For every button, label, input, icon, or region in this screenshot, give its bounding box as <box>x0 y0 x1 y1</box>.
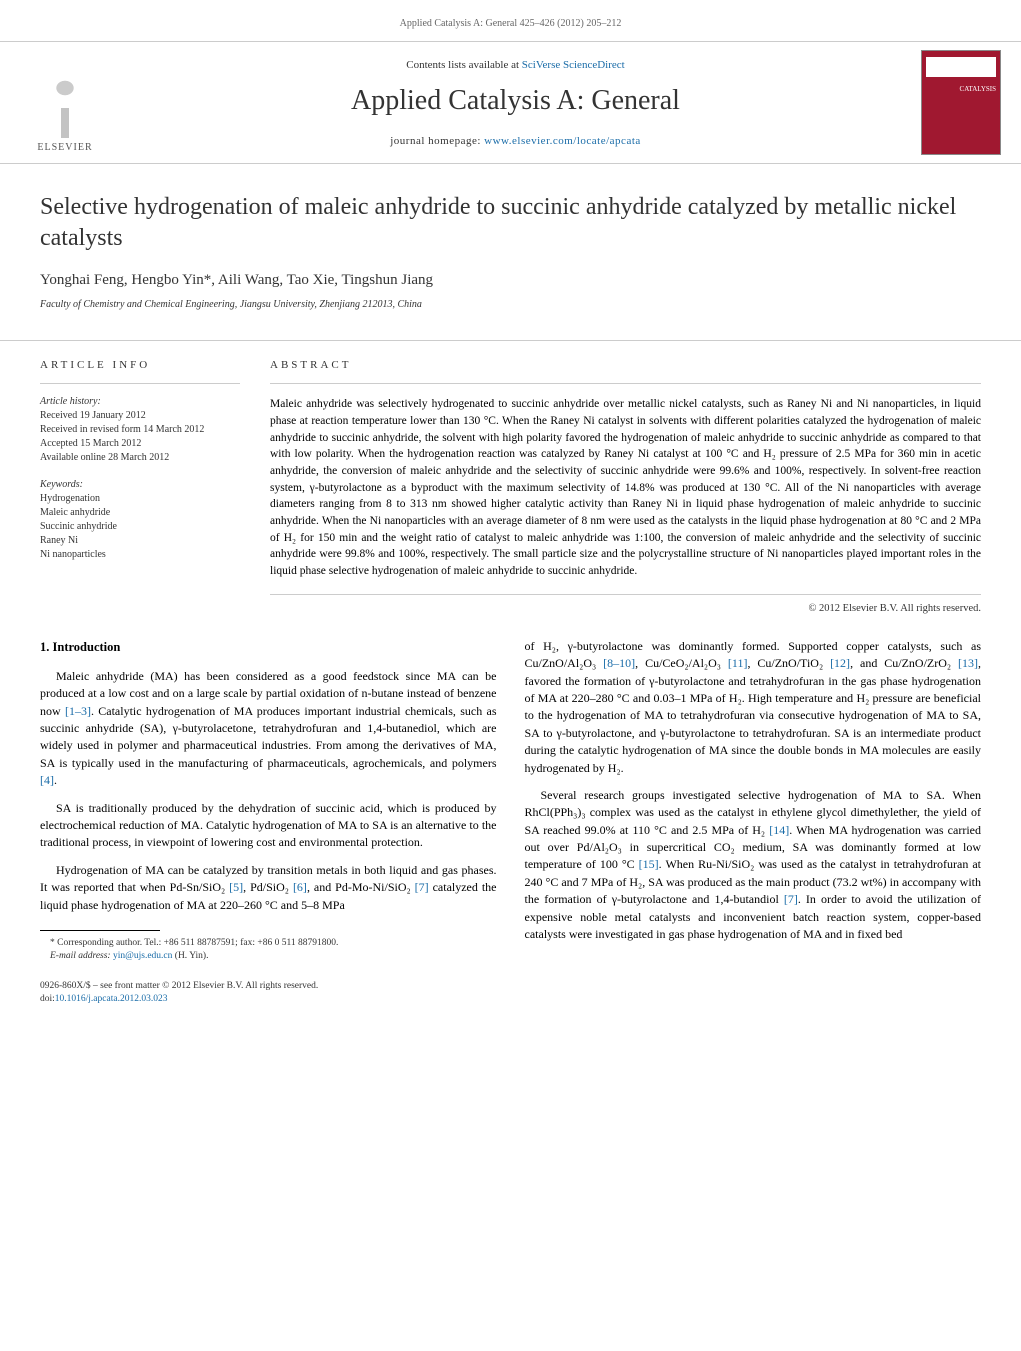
keywords-label: Keywords: <box>40 479 240 490</box>
doi-line: doi:10.1016/j.apcata.2012.03.023 <box>40 993 981 1006</box>
citation-link[interactable]: [15] <box>639 857 659 871</box>
abstract-heading: abstract <box>270 359 981 384</box>
history-line: Received in revised form 14 March 2012 <box>40 423 240 437</box>
journal-homepage-link[interactable]: www.elsevier.com/locate/apcata <box>484 135 641 147</box>
article-title: Selective hydrogenation of maleic anhydr… <box>40 192 981 254</box>
authors: Yonghai Feng, Hengbo Yin*, Aili Wang, Ta… <box>40 272 981 289</box>
elsevier-tree-icon <box>30 63 100 138</box>
corresponding-author-footnote: * Corresponding author. Tel.: +86 511 88… <box>40 937 497 950</box>
body-paragraph: Hydrogenation of MA can be catalyzed by … <box>40 862 497 914</box>
history-line: Available online 28 March 2012 <box>40 451 240 465</box>
column-right: of H₂, γ-butyrolactone was dominantly fo… <box>525 638 982 964</box>
history-line: Received 19 January 2012 <box>40 409 240 423</box>
journal-name: Applied Catalysis A: General <box>130 85 901 117</box>
email-footnote: E-mail address: yin@ujs.edu.cn (H. Yin). <box>40 950 497 963</box>
citation-link[interactable]: [14] <box>769 823 789 837</box>
article-history-block: Article history: Received 19 January 201… <box>40 396 240 465</box>
banner-center: Contents lists available at SciVerse Sci… <box>130 59 901 147</box>
citation-link[interactable]: [13] <box>958 656 978 670</box>
citation-link[interactable]: [8–10] <box>603 656 635 670</box>
history-line: Accepted 15 March 2012 <box>40 437 240 451</box>
affiliation: Faculty of Chemistry and Chemical Engine… <box>40 299 981 310</box>
publisher-name: ELSEVIER <box>37 142 92 153</box>
section-heading: 1. Introduction <box>40 638 497 656</box>
journal-homepage-line: journal homepage: www.elsevier.com/locat… <box>130 135 901 147</box>
contents-available-line: Contents lists available at SciVerse Sci… <box>130 59 901 71</box>
info-abstract-row: article info Article history: Received 1… <box>0 340 1021 613</box>
abstract-copyright: © 2012 Elsevier B.V. All rights reserved… <box>270 603 981 614</box>
sciencedirect-link[interactable]: SciVerse ScienceDirect <box>522 59 625 71</box>
article-info-heading: article info <box>40 359 240 384</box>
page-footer: 0926-860X/$ – see front matter © 2012 El… <box>0 974 1021 1027</box>
body-paragraph: Maleic anhydride (MA) has been considere… <box>40 668 497 790</box>
keyword: Ni nanoparticles <box>40 548 240 562</box>
citation-link[interactable]: [11] <box>728 656 748 670</box>
body-paragraph: Several research groups investigated sel… <box>525 787 982 944</box>
keyword: Raney Ni <box>40 534 240 548</box>
history-label: Article history: <box>40 396 240 407</box>
abstract-text: Maleic anhydride was selectively hydroge… <box>270 396 981 594</box>
footnote-separator <box>40 930 160 931</box>
article-info-column: article info Article history: Received 1… <box>40 341 240 613</box>
abstract-column: abstract Maleic anhydride was selectivel… <box>270 341 981 613</box>
citation-link[interactable]: [1–3] <box>65 704 91 718</box>
journal-cover-thumbnail: CATALYSIS <box>921 50 1001 155</box>
column-left: 1. Introduction Maleic anhydride (MA) ha… <box>40 638 497 964</box>
doi-link[interactable]: 10.1016/j.apcata.2012.03.023 <box>55 994 168 1004</box>
citation-link[interactable]: [7] <box>784 892 798 906</box>
journal-banner: ELSEVIER Contents lists available at Sci… <box>0 41 1021 164</box>
citation-link[interactable]: [5] <box>229 880 243 894</box>
body-two-column: 1. Introduction Maleic anhydride (MA) ha… <box>0 614 1021 974</box>
keyword: Hydrogenation <box>40 492 240 506</box>
email-link[interactable]: yin@ujs.edu.cn <box>113 951 172 961</box>
body-paragraph: SA is traditionally produced by the dehy… <box>40 800 497 852</box>
body-paragraph: of H₂, γ-butyrolactone was dominantly fo… <box>525 638 982 777</box>
cover-top-strip <box>926 57 996 77</box>
keywords-block: Keywords: Hydrogenation Maleic anhydride… <box>40 479 240 562</box>
running-head-journal: Applied Catalysis A: General <box>400 18 517 29</box>
running-head: Applied Catalysis A: General 425–426 (20… <box>0 0 1021 41</box>
article-header: Selective hydrogenation of maleic anhydr… <box>0 164 1021 340</box>
citation-link[interactable]: [12] <box>830 656 850 670</box>
running-head-pages: 425–426 (2012) 205–212 <box>520 18 622 29</box>
citation-link[interactable]: [4] <box>40 773 54 787</box>
front-matter-line: 0926-860X/$ – see front matter © 2012 El… <box>40 980 981 993</box>
cover-title: CATALYSIS <box>926 85 996 93</box>
citation-link[interactable]: [7] <box>415 880 429 894</box>
publisher-logo: ELSEVIER <box>20 53 110 153</box>
citation-link[interactable]: [6] <box>293 880 307 894</box>
keyword: Succinic anhydride <box>40 520 240 534</box>
keyword: Maleic anhydride <box>40 506 240 520</box>
